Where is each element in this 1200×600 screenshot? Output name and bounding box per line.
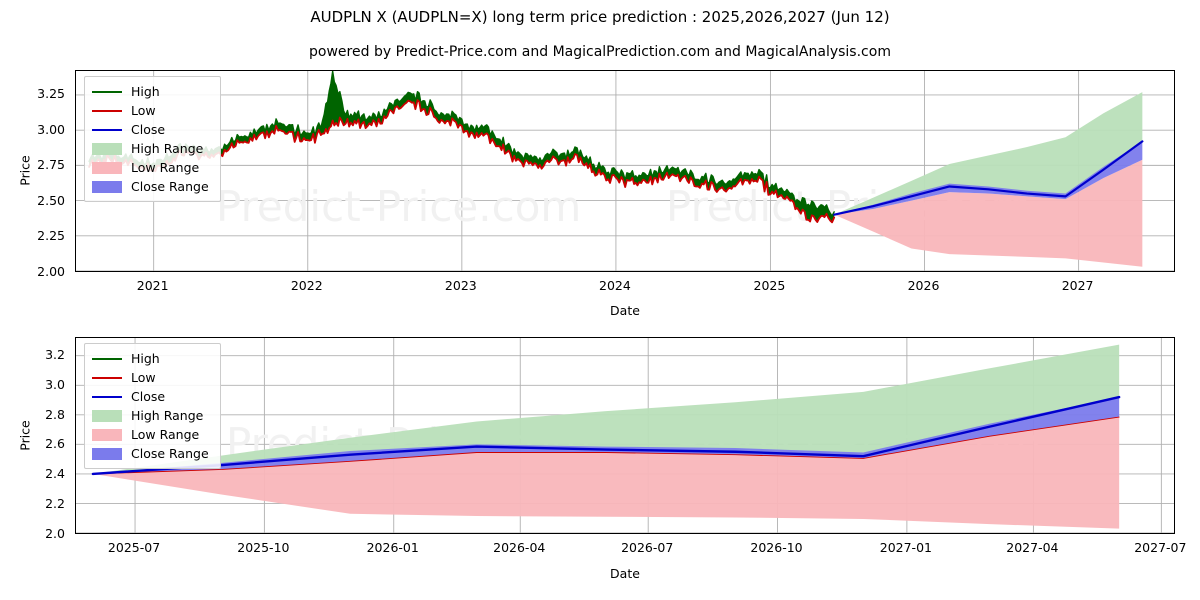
bottom-legend-label: High	[131, 351, 160, 366]
bottom-legend-item-close-range[interactable]: Close Range	[92, 444, 212, 463]
bottom-high-range-band	[92, 344, 1120, 474]
bottom-legend-label: Low Range	[131, 427, 200, 442]
swatch-mark	[92, 109, 122, 112]
bottom-legend-item-high[interactable]: High	[92, 349, 212, 368]
bottom-x-tick: 2026-07	[621, 540, 674, 555]
bottom-chart-legend: High Low Close High Range Low Range Close Ran…	[84, 343, 221, 469]
bottom-x-tick: 2027-01	[879, 540, 932, 555]
bottom-legend-label: Close Range	[131, 446, 209, 461]
top-legend-swatch-low-icon	[92, 104, 122, 118]
bottom-y-tick: 2.0	[45, 526, 65, 541]
swatch-mark	[92, 395, 122, 398]
top-x-tick: 2023	[444, 278, 477, 293]
swatch-mark	[92, 376, 122, 379]
swatch-mark	[92, 128, 122, 131]
chart-title: AUDPLN X (AUDPLN=X) long term price pred…	[310, 8, 890, 26]
swatch-mark	[92, 142, 122, 155]
swatch-mark	[92, 90, 122, 93]
bottom-legend-swatch-high-range-icon	[92, 409, 122, 423]
bottom-x-tick: 2026-10	[750, 540, 803, 555]
top-x-tick: 2024	[599, 278, 631, 293]
top-x-tick: 2026	[907, 278, 940, 293]
bottom-low-line	[92, 416, 1120, 475]
bottom-x-tick: 2026-04	[493, 540, 546, 555]
top-legend-label: Low Range	[131, 160, 200, 175]
top-legend-label: Low	[131, 103, 156, 118]
bottom-legend-swatch-close-icon	[92, 390, 122, 404]
top-y-tick: 2.50	[37, 192, 65, 208]
top-x-tick: 2027	[1061, 278, 1094, 293]
swatch-mark	[92, 428, 122, 441]
bottom-y-tick: 2.8	[45, 406, 65, 422]
top-legend-item-high[interactable]: High	[92, 82, 212, 101]
bottom-legend-swatch-low-icon	[92, 371, 122, 385]
top-legend-swatch-high-range-icon	[92, 142, 122, 156]
bottom-legend-swatch-low-range-icon	[92, 428, 122, 442]
top-y-tick: 2.00	[37, 264, 65, 279]
bottom-x-axis-label: Date	[610, 566, 640, 581]
top-legend-item-high-range[interactable]: High Range	[92, 139, 212, 158]
bottom-legend-item-close[interactable]: Close	[92, 387, 212, 406]
bottom-y-tick: 2.2	[45, 496, 65, 512]
bottom-close-line	[91, 395, 1121, 476]
top-legend-label: Close Range	[131, 179, 209, 194]
top-y-tick: 2.75	[37, 157, 65, 173]
bottom-legend-label: Close	[131, 389, 166, 404]
top-close-line	[833, 140, 1144, 216]
top-x-tick: 2022	[290, 278, 323, 293]
top-y-tick: 3.25	[37, 86, 65, 102]
top-legend-label: High	[131, 84, 160, 99]
bottom-x-tick: 2027-04	[1006, 540, 1059, 555]
top-chart-axes: Predict-Price.com Predict-Price.com	[75, 70, 1175, 272]
swatch-mark	[92, 409, 122, 422]
top-legend-item-low[interactable]: Low	[92, 101, 212, 120]
watermark-text: Predict-Price.com	[216, 182, 581, 231]
top-legend-label: High Range	[131, 141, 204, 156]
top-y-tick: 3.00	[37, 121, 65, 137]
swatch-mark	[92, 447, 122, 460]
swatch-mark	[92, 357, 122, 360]
bottom-x-tick: 2027-07	[1134, 540, 1187, 555]
swatch-mark	[92, 180, 122, 193]
top-legend-label: Close	[131, 122, 166, 137]
bottom-legend-item-low[interactable]: Low	[92, 368, 212, 387]
top-x-tick: 2025	[753, 278, 786, 293]
chart-subtitle: powered by Predict-Price.com and Magical…	[309, 44, 891, 60]
bottom-y-tick: 2.6	[45, 436, 65, 452]
swatch-mark	[92, 161, 122, 174]
bottom-legend-item-high-range[interactable]: High Range	[92, 406, 212, 425]
top-legend-swatch-low-range-icon	[92, 161, 122, 175]
top-legend-swatch-high-icon	[92, 85, 122, 99]
top-y-tick: 2.25	[37, 228, 65, 244]
bottom-y-tick: 3.0	[45, 376, 65, 392]
top-legend-item-close[interactable]: Close	[92, 120, 212, 139]
bottom-low-range-band	[92, 417, 1120, 529]
top-x-tick: 2021	[136, 278, 169, 293]
top-low-range-band	[834, 159, 1143, 267]
bottom-legend-label: Low	[131, 370, 156, 385]
bottom-x-tick: 2025-07	[107, 540, 161, 555]
top-chart-legend: High Low Close High Range Low Range Close Ran…	[84, 76, 221, 202]
bottom-legend-item-low-range[interactable]: Low Range	[92, 425, 212, 444]
bottom-legend-swatch-close-range-icon	[92, 447, 122, 461]
bottom-legend-label: High Range	[131, 408, 204, 423]
bottom-legend-swatch-high-icon	[92, 352, 122, 366]
top-legend-item-low-range[interactable]: Low Range	[92, 158, 212, 177]
bottom-y-tick: 2.4	[45, 466, 65, 482]
top-x-axis-label: Date	[610, 303, 640, 318]
bottom-x-tick: 2025-10	[237, 540, 290, 555]
bottom-y-tick: 3.2	[45, 346, 65, 362]
top-legend-swatch-close-icon	[92, 123, 122, 137]
bottom-x-tick: 2026-01	[366, 540, 419, 555]
top-high-range-band	[834, 92, 1143, 215]
top-legend-swatch-close-range-icon	[92, 180, 122, 194]
top-legend-item-close-range[interactable]: Close Range	[92, 177, 212, 196]
